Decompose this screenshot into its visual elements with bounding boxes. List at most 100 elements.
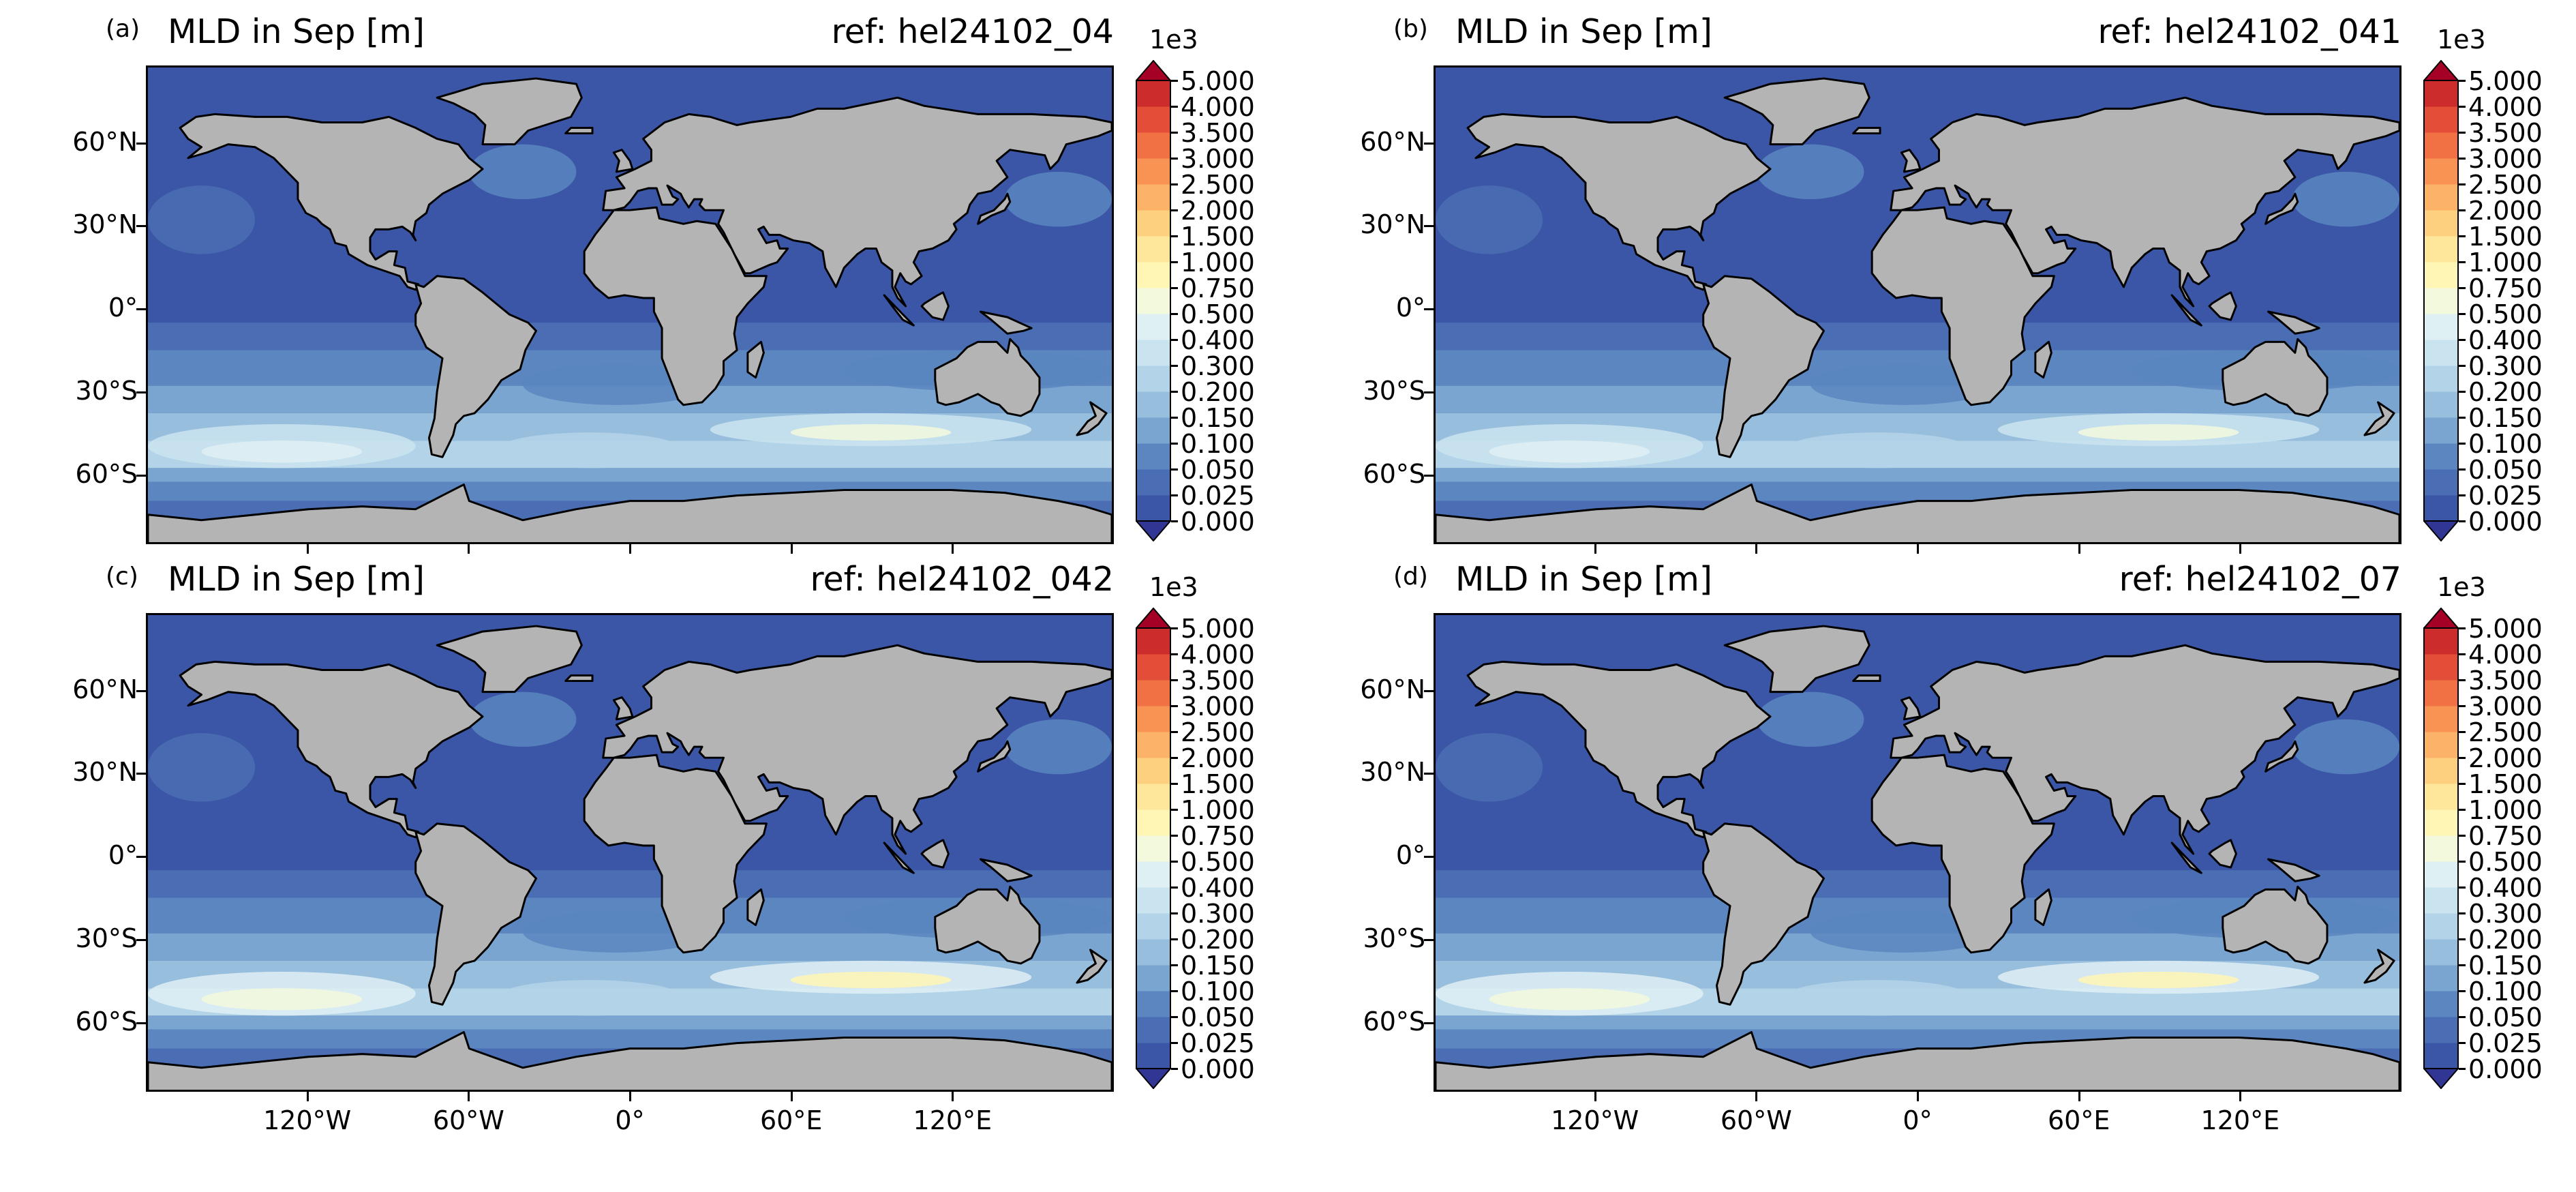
land-newGuinea xyxy=(980,858,1033,882)
colorbar-tick-mark xyxy=(1171,313,1178,315)
mld-patch xyxy=(2292,171,2399,227)
mld-patch xyxy=(469,691,577,747)
lat-tick-mark xyxy=(1424,938,1434,941)
colorbar-segment xyxy=(1136,288,1170,314)
land-borneo xyxy=(2208,291,2237,321)
colorbar-segment xyxy=(2424,314,2458,340)
land-iceland xyxy=(1852,127,1881,135)
lon-tick-label: 120°E xyxy=(913,1105,992,1135)
mld-band xyxy=(1436,1015,2399,1030)
land-sumatra xyxy=(2170,841,2202,874)
land-uk xyxy=(1900,149,1922,173)
colorbar-tick-mark xyxy=(1171,964,1178,966)
colorbar-under-arrow xyxy=(1136,520,1171,541)
colorbar-tick-mark xyxy=(1171,1068,1178,1070)
lat-tick-label: 30°N xyxy=(72,757,138,788)
colorbar-frame xyxy=(1136,627,1171,1069)
colorbar-tick-mark xyxy=(2459,912,2466,914)
colorbar-under-arrow xyxy=(1136,1068,1171,1089)
colorbar-tick-mark xyxy=(1171,468,1178,471)
land-southAmerica xyxy=(414,822,537,1006)
colorbar-tick-mark xyxy=(1171,339,1178,341)
colorbar-tick-label: 1.500 xyxy=(1181,222,1255,252)
land-greenland xyxy=(436,77,583,146)
land-greenland xyxy=(1723,77,1870,146)
lat-tick-label: 60°N xyxy=(1360,126,1425,157)
colorbar-tick-mark xyxy=(1171,183,1178,185)
colorbar-segment xyxy=(1136,391,1170,418)
lat-tick-label: 60°N xyxy=(72,674,138,704)
colorbar-tick-label: 1.500 xyxy=(2468,769,2543,799)
map-panel: (a) MLD in Sep [m] ref: hel24102_04 60°N 30°… xyxy=(0,0,1288,569)
land-madagascar xyxy=(746,340,765,379)
lat-tick-label: 60°N xyxy=(72,126,138,157)
land-australia xyxy=(934,885,1041,965)
colorbar-tick-mark xyxy=(1171,886,1178,889)
colorbar-tick-mark xyxy=(1171,938,1178,940)
colorbar-segment xyxy=(2424,469,2458,496)
colorbar-tick-label: 0.150 xyxy=(1181,951,1255,981)
colorbar-scale-label: 1e3 xyxy=(1149,572,1198,602)
lat-tick-mark xyxy=(1424,1022,1434,1024)
mld-band xyxy=(148,1015,1112,1030)
colorbar-over-arrow xyxy=(1136,608,1171,629)
panel-ref-label: ref: hel24102_042 xyxy=(810,560,1114,599)
colorbar-segment xyxy=(1136,939,1170,966)
lon-tick-mark xyxy=(952,544,954,554)
colorbar-segment xyxy=(1136,210,1170,237)
colorbar-segment xyxy=(2424,80,2458,107)
lat-tick-label: 30°S xyxy=(1363,923,1425,953)
land-newZealand xyxy=(1076,401,1108,436)
colorbar-scale-label: 1e3 xyxy=(2437,25,2486,55)
mld-patch xyxy=(496,980,684,1016)
colorbar-over-arrow xyxy=(2423,608,2459,629)
mld-patch xyxy=(1436,185,1543,254)
colorbar-tick-label: 0.500 xyxy=(2468,847,2543,877)
lat-tick-label: 60°N xyxy=(1360,674,1425,704)
colorbar-segment xyxy=(1136,236,1170,263)
colorbar-segment xyxy=(1136,732,1170,758)
colorbar-segment xyxy=(2424,913,2458,940)
map-panel: (c) MLD in Sep [m] ref: hel24102_042 60°N 30… xyxy=(0,548,1288,1135)
colorbar-segment xyxy=(2424,417,2458,444)
panel-title: MLD in Sep [m] xyxy=(1455,560,1713,599)
colorbar-segment xyxy=(2424,784,2458,810)
lon-tick-mark xyxy=(2239,1092,2242,1101)
colorbar-tick-mark xyxy=(2459,938,2466,940)
colorbar-segment xyxy=(2424,106,2458,133)
lon-tick-mark xyxy=(1917,544,1919,554)
lat-tick-mark xyxy=(1424,225,1434,228)
colorbar-tick-mark xyxy=(1171,417,1178,419)
land-uk xyxy=(612,149,634,173)
colorbar-over-arrow xyxy=(2423,60,2459,81)
colorbar-tick-mark xyxy=(1171,443,1178,445)
land-eurasia xyxy=(1890,96,2399,308)
lat-tick-label: 30°N xyxy=(1360,757,1425,788)
lon-tick-label: 0° xyxy=(1903,1105,1933,1135)
lat-tick-mark xyxy=(1424,308,1434,311)
colorbar-segment xyxy=(1136,965,1170,992)
mld-patch xyxy=(1783,980,1971,1016)
land-iceland xyxy=(1852,674,1881,683)
colorbar-segment xyxy=(2424,887,2458,914)
colorbar-segment xyxy=(2424,680,2458,706)
colorbar-tick-mark xyxy=(2459,705,2466,707)
colorbar-under-arrow xyxy=(2423,520,2459,541)
colorbar-segment xyxy=(2424,1043,2458,1069)
colorbar-tick-mark xyxy=(1171,835,1178,837)
colorbar-tick-mark xyxy=(2459,1068,2466,1070)
mld-band xyxy=(1436,468,2399,482)
lon-tick-mark xyxy=(629,1092,631,1101)
panel-title: MLD in Sep [m] xyxy=(168,12,425,51)
colorbar-tick-label: 5.000 xyxy=(1181,66,1255,96)
map-area xyxy=(146,613,1114,1092)
lon-tick-mark xyxy=(468,1092,470,1101)
colorbar-tick-mark xyxy=(1171,520,1178,522)
colorbar-tick-label: 3.500 xyxy=(1181,118,1255,148)
colorbar-tick-label: 0.200 xyxy=(2468,377,2543,407)
colorbar-tick-mark xyxy=(2459,679,2466,681)
lat-tick-mark xyxy=(136,689,146,692)
lat-tick-mark xyxy=(136,856,146,859)
colorbar-tick-label: 3.500 xyxy=(2468,666,2543,696)
mld-patch xyxy=(1004,719,1112,775)
